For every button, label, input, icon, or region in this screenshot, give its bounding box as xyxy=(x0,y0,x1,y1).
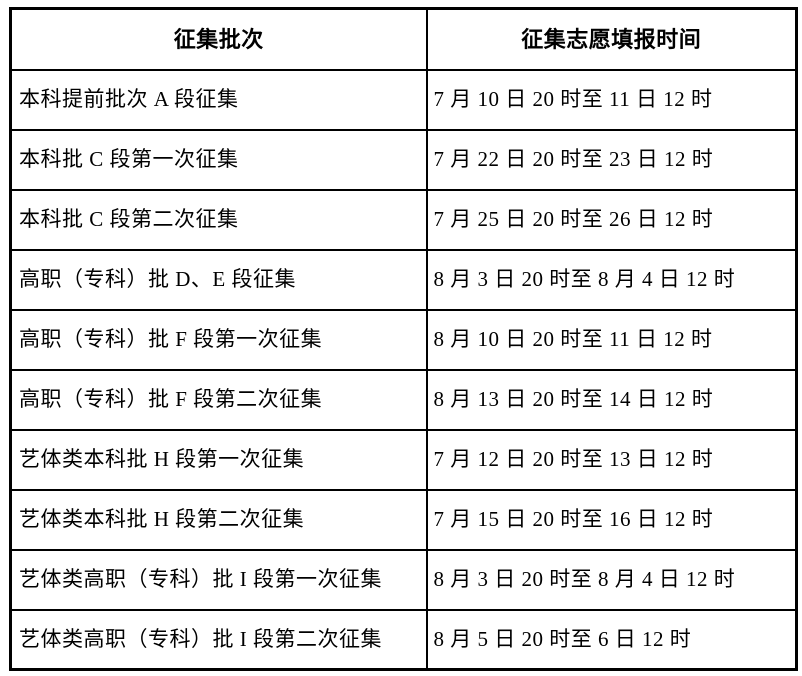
batch-cell: 高职（专科）批 F 段第一次征集 xyxy=(9,308,428,371)
header-row: 征集批次 征集志愿填报时间 xyxy=(9,7,798,71)
table-row: 艺体类高职（专科）批 I 段第二次征集 8 月 5 日 20 时至 6 日 12… xyxy=(9,608,798,671)
table-row: 本科批 C 段第二次征集 7 月 25 日 20 时至 26 日 12 时 xyxy=(9,188,798,251)
time-cell: 8 月 3 日 20 时至 8 月 4 日 12 时 xyxy=(425,548,798,611)
time-cell: 7 月 22 日 20 时至 23 日 12 时 xyxy=(425,128,798,191)
table-row: 高职（专科）批 F 段第二次征集 8 月 13 日 20 时至 14 日 12 … xyxy=(9,368,798,431)
column-header-time: 征集志愿填报时间 xyxy=(425,7,798,71)
table-row: 本科批 C 段第一次征集 7 月 22 日 20 时至 23 日 12 时 xyxy=(9,128,798,191)
batch-cell: 艺体类高职（专科）批 I 段第一次征集 xyxy=(9,548,428,611)
time-cell: 7 月 15 日 20 时至 16 日 12 时 xyxy=(425,488,798,551)
batch-time-table: 征集批次 征集志愿填报时间 本科提前批次 A 段征集 7 月 10 日 20 时… xyxy=(9,7,798,671)
batch-cell: 艺体类本科批 H 段第二次征集 xyxy=(9,488,428,551)
table-row: 艺体类本科批 H 段第二次征集 7 月 15 日 20 时至 16 日 12 时 xyxy=(9,488,798,551)
time-cell: 7 月 10 日 20 时至 11 日 12 时 xyxy=(425,68,798,131)
table-row: 本科提前批次 A 段征集 7 月 10 日 20 时至 11 日 12 时 xyxy=(9,68,798,131)
time-cell: 8 月 5 日 20 时至 6 日 12 时 xyxy=(425,608,798,671)
time-cell: 8 月 10 日 20 时至 11 日 12 时 xyxy=(425,308,798,371)
time-cell: 7 月 25 日 20 时至 26 日 12 时 xyxy=(425,188,798,251)
table-row: 艺体类高职（专科）批 I 段第一次征集 8 月 3 日 20 时至 8 月 4 … xyxy=(9,548,798,611)
batch-cell: 艺体类本科批 H 段第一次征集 xyxy=(9,428,428,491)
table-row: 高职（专科）批 D、E 段征集 8 月 3 日 20 时至 8 月 4 日 12… xyxy=(9,248,798,311)
batch-cell: 本科批 C 段第一次征集 xyxy=(9,128,428,191)
batch-cell: 本科提前批次 A 段征集 xyxy=(9,68,428,131)
batch-cell: 本科批 C 段第二次征集 xyxy=(9,188,428,251)
column-header-batch: 征集批次 xyxy=(9,7,428,71)
batch-cell: 高职（专科）批 D、E 段征集 xyxy=(9,248,428,311)
batch-time-table-container: 征集批次 征集志愿填报时间 本科提前批次 A 段征集 7 月 10 日 20 时… xyxy=(9,7,798,671)
time-cell: 7 月 12 日 20 时至 13 日 12 时 xyxy=(425,428,798,491)
batch-cell: 高职（专科）批 F 段第二次征集 xyxy=(9,368,428,431)
time-cell: 8 月 13 日 20 时至 14 日 12 时 xyxy=(425,368,798,431)
table-row: 艺体类本科批 H 段第一次征集 7 月 12 日 20 时至 13 日 12 时 xyxy=(9,428,798,491)
table-row: 高职（专科）批 F 段第一次征集 8 月 10 日 20 时至 11 日 12 … xyxy=(9,308,798,371)
time-cell: 8 月 3 日 20 时至 8 月 4 日 12 时 xyxy=(425,248,798,311)
batch-cell: 艺体类高职（专科）批 I 段第二次征集 xyxy=(9,608,428,671)
